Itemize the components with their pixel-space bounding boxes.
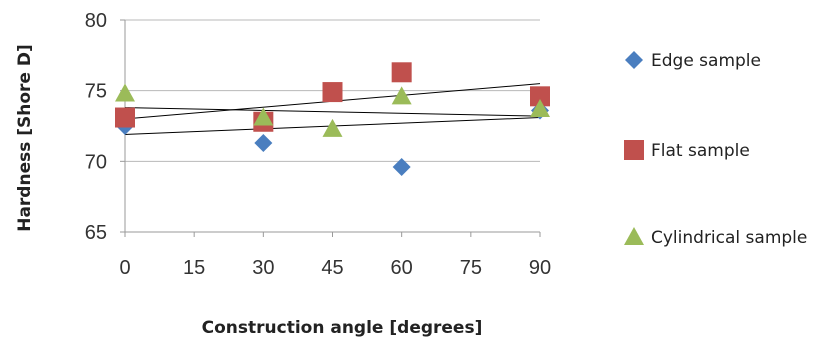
- x-tick-label: 60: [391, 257, 413, 279]
- triangle-data-point: [253, 107, 274, 126]
- square-data-point: [115, 107, 135, 128]
- legend-item: Edge sample: [625, 51, 761, 71]
- square-data-point: [391, 62, 412, 83]
- square-data-point: [530, 86, 550, 107]
- legend-item: Cylindrical sample: [624, 227, 807, 248]
- square-data-point: [322, 82, 343, 103]
- y-tick-label: 80: [85, 10, 107, 32]
- series-square: [115, 62, 550, 132]
- diamond-data-point: [254, 133, 273, 152]
- triangle-data-point: [115, 83, 135, 102]
- x-tick-label: 30: [252, 257, 274, 279]
- legend-item: Flat sample: [624, 140, 750, 161]
- y-tick-label: 75: [85, 81, 107, 103]
- data-points: [115, 62, 550, 176]
- y-tick-label: 70: [85, 151, 107, 173]
- y-axis-title: Hardness [Shore D]: [15, 44, 35, 232]
- legend-diamond-icon: [625, 51, 643, 69]
- series-diamond: [116, 101, 549, 176]
- legend-label: Edge sample: [651, 51, 761, 71]
- legend-square-icon: [624, 140, 644, 160]
- trendline-diamond: [124, 107, 541, 117]
- triangle-data-point: [322, 118, 343, 137]
- x-tick-label: 75: [460, 257, 482, 279]
- triangle-data-point: [530, 99, 550, 118]
- x-tick-labels: 0 15 30 45 60 75 90: [119, 257, 551, 279]
- x-axis-title: Construction angle [degrees]: [202, 318, 483, 338]
- x-tick-label: 15: [183, 257, 205, 279]
- legend-triangle-icon: [624, 227, 644, 245]
- legend: Edge sample Flat sample Cylindrical sample: [624, 51, 807, 248]
- diamond-data-point: [392, 157, 411, 176]
- y-tick-labels: 65 70 75 80: [85, 10, 107, 244]
- legend-label: Cylindrical sample: [651, 228, 807, 248]
- legend-label: Flat sample: [651, 141, 750, 161]
- series-triangle: [115, 83, 550, 137]
- triangle-data-point: [391, 86, 412, 105]
- x-tick-label: 90: [529, 257, 551, 279]
- x-tick-label: 45: [321, 257, 343, 279]
- y-tick-label: 65: [85, 222, 107, 244]
- x-tick-label: 0: [119, 257, 130, 279]
